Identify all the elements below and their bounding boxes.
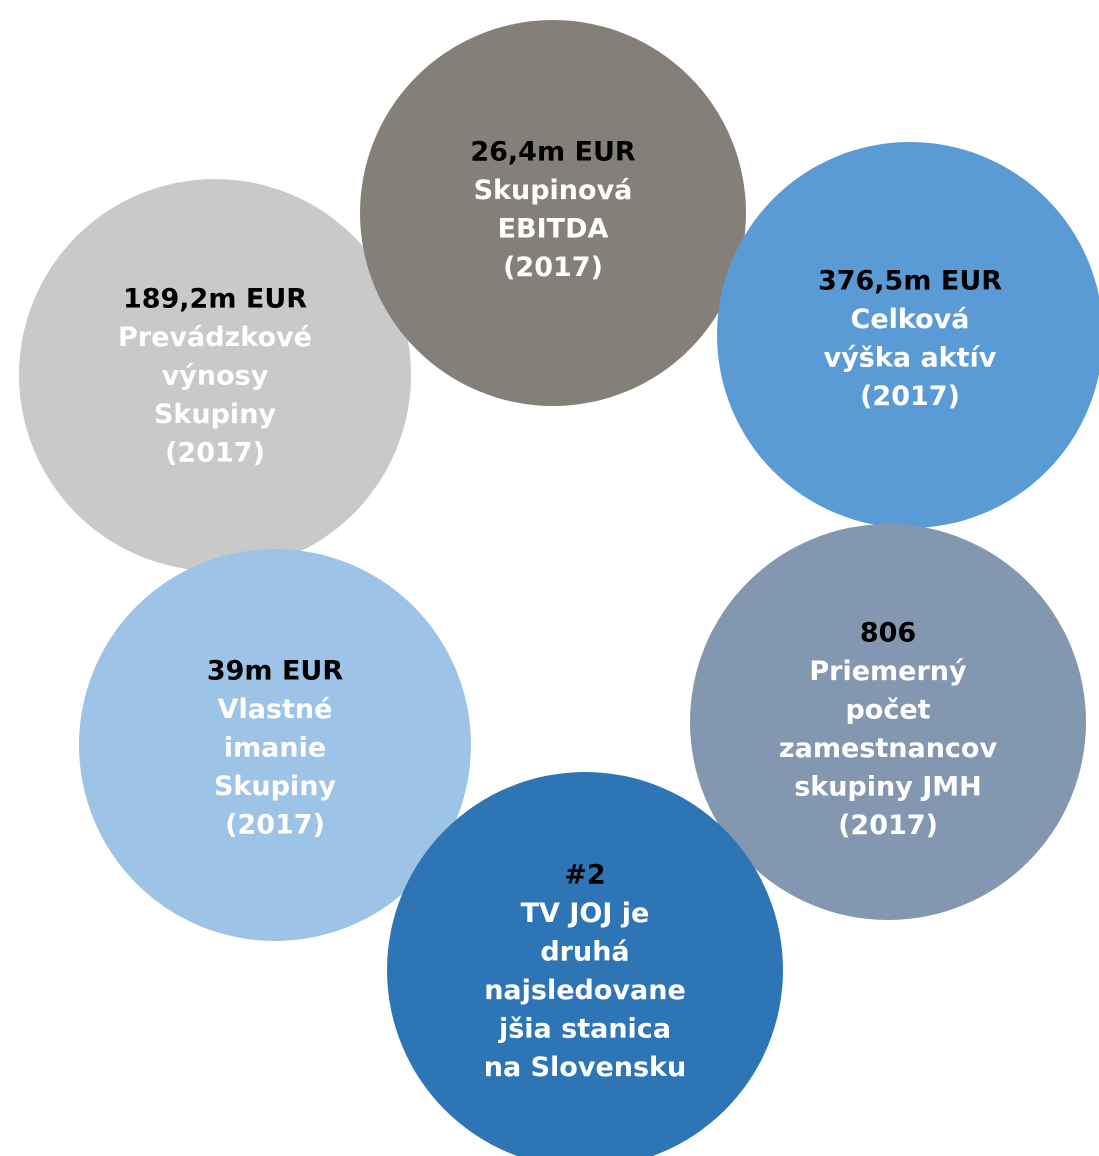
stat-description: skupiny JMH [794,772,982,803]
stat-description: výška aktív [824,343,997,374]
stat-description: počet [845,695,930,726]
stat-headline: 26,4m EUR [470,137,636,168]
stat-description: (2017) [860,381,960,412]
stat-description: Prevádzkové [118,322,312,353]
stat-headline: 189,2m EUR [123,284,307,315]
stat-description: Skupiny [214,771,336,802]
stat-headline: 806 [860,618,916,649]
stat-headline: 376,5m EUR [818,266,1002,297]
stat-description: Celková [851,304,970,335]
stat-headline: 39m EUR [207,656,343,687]
stat-description: (2017) [225,810,325,841]
stat-description: najsledovane [484,975,686,1006]
stat-description: Skupiny [154,399,276,430]
stat-circle [360,20,746,406]
stat-description: zamestnancov [779,733,998,764]
stat-circle [717,142,1099,528]
stat-headline: #2 [564,860,605,891]
stat-circle [387,772,783,1156]
stat-description: (2017) [838,810,938,841]
stat-circle [690,524,1086,920]
stat-circle [79,549,471,941]
stat-description: TV JOJ je [521,898,650,929]
stat-description: Skupinová [474,175,633,206]
stat-description: EBITDA [498,214,609,245]
stat-description: výnosy [162,361,269,392]
stat-description: Priemerný [809,656,967,687]
stat-description: Vlastné [218,694,333,725]
stat-description: (2017) [503,252,603,283]
stat-description: druhá [540,937,629,968]
stat-circle [19,179,411,571]
stat-description: imanie [224,733,326,764]
stat-description: jšia stanica [498,1014,671,1045]
stat-description: (2017) [165,438,265,469]
stat-description: na Slovensku [484,1052,686,1083]
